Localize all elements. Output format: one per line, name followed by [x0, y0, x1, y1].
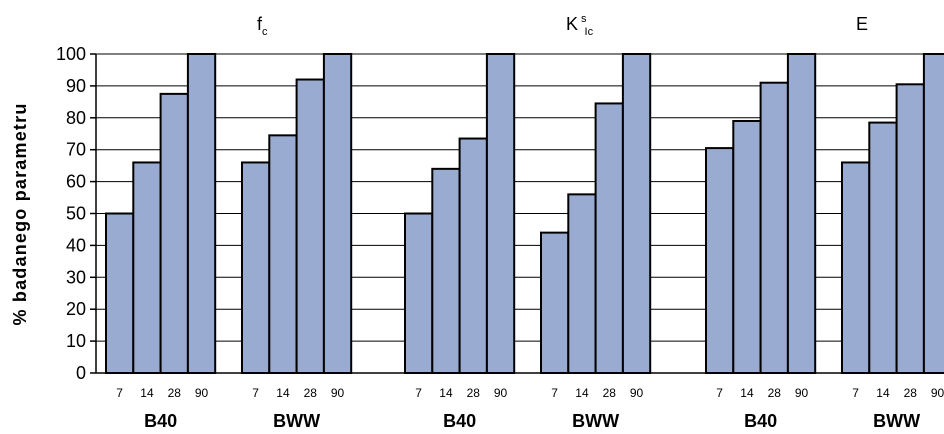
x-tick-label: 7 — [716, 386, 723, 400]
bar — [786, 53, 817, 374]
x-tick-label: 14 — [439, 386, 453, 400]
bar — [841, 161, 871, 374]
x-tick-label: 14 — [140, 386, 154, 400]
bar — [868, 121, 898, 374]
x-tick-label: 28 — [467, 386, 481, 400]
group-label: BWW — [273, 411, 320, 431]
x-tick-label: 14 — [876, 386, 890, 400]
axes — [90, 53, 944, 374]
panel-title: E — [856, 14, 868, 34]
group-label: BWW — [572, 411, 619, 431]
y-tick-label: 20 — [66, 299, 86, 319]
x-tick-label: 7 — [116, 386, 123, 400]
x-tick-label: 28 — [603, 386, 617, 400]
y-tick-label: 90 — [66, 76, 86, 96]
bar — [567, 193, 597, 374]
x-tick-label: 90 — [494, 386, 508, 400]
gridlines — [96, 53, 944, 342]
bar — [404, 212, 434, 374]
bar — [268, 134, 298, 374]
x-tick-label: 90 — [630, 386, 644, 400]
group-label: B40 — [744, 411, 777, 431]
y-tick-label: 0 — [76, 363, 86, 383]
bar — [621, 53, 652, 374]
x-tick-label: 7 — [551, 386, 558, 400]
y-tick-label: 70 — [66, 140, 86, 160]
bar — [759, 81, 789, 375]
y-tick-label: 80 — [66, 108, 86, 128]
x-tick-label: 90 — [931, 386, 944, 400]
y-tick-label: 30 — [66, 267, 86, 287]
x-tick-label: 28 — [768, 386, 782, 400]
y-tick-label: 10 — [66, 331, 86, 351]
y-axis-title: % badanego parametru — [10, 102, 30, 325]
y-tick-labels: 0 10 20 30 40 50 60 70 80 90 100 — [56, 44, 86, 383]
y-tick-label: 100 — [56, 44, 86, 64]
x-tick-label: 14 — [276, 386, 290, 400]
bar — [186, 53, 217, 374]
x-tick-label: 90 — [195, 386, 209, 400]
x-tick-label: 28 — [904, 386, 918, 400]
bar — [485, 53, 516, 374]
bar — [159, 92, 189, 374]
x-tick-labels: 7 14 28 90 7 14 28 90 7 14 28 90 7 14 28 90 7 14 28 90 7 14 28… — [116, 386, 944, 400]
x-tick-label: 90 — [331, 386, 345, 400]
x-tick-label: 14 — [740, 386, 754, 400]
bar — [322, 53, 353, 374]
bar — [705, 147, 735, 374]
x-tick-label: 90 — [795, 386, 809, 400]
x-tick-label: 7 — [415, 386, 422, 400]
bar — [895, 83, 925, 375]
group-label: B40 — [144, 411, 177, 431]
bar — [105, 212, 135, 374]
y-tick-label: 40 — [66, 235, 86, 255]
group-labels: B40 BWW B40 BWW B40 BWW — [144, 411, 920, 431]
bar — [922, 53, 944, 374]
x-tick-label: 28 — [168, 386, 182, 400]
bar — [458, 137, 488, 374]
group-label: BWW — [873, 411, 920, 431]
bar — [732, 119, 762, 374]
bar — [132, 161, 162, 374]
y-tick-label: 60 — [66, 172, 86, 192]
x-tick-label: 7 — [252, 386, 259, 400]
x-tick-label: 28 — [304, 386, 318, 400]
bar — [431, 167, 461, 374]
y-tick-label: 50 — [66, 204, 86, 224]
group-label: B40 — [443, 411, 476, 431]
x-tick-label: 14 — [575, 386, 589, 400]
x-tick-label: 7 — [852, 386, 859, 400]
bar — [241, 161, 271, 374]
bar — [594, 102, 624, 374]
bar — [540, 231, 570, 374]
bar — [295, 78, 325, 375]
panel-title: fc — [257, 14, 268, 38]
